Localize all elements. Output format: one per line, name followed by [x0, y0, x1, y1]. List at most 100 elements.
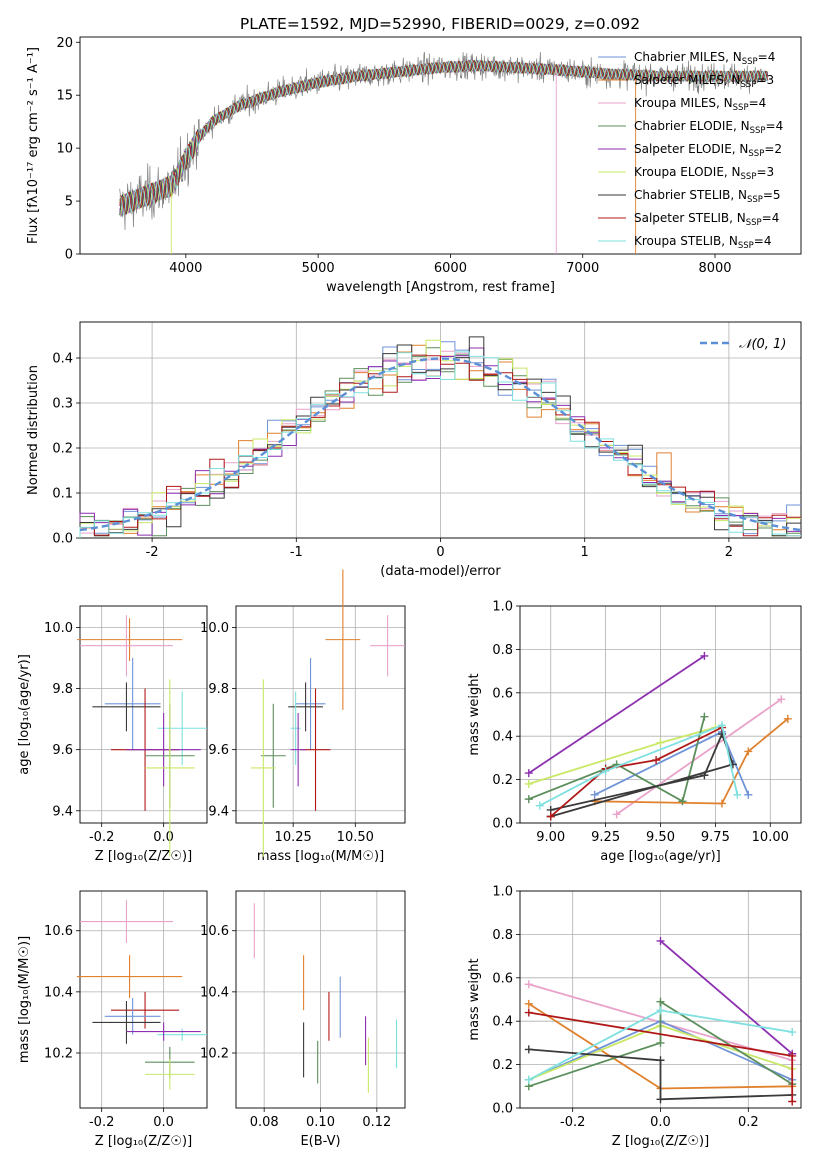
x-tick-label: 10.00	[752, 830, 789, 845]
y-tick-label: 10.2	[44, 1046, 73, 1061]
y-tick-label: 0.4	[492, 730, 513, 745]
legend-entry: Kroupa STELIB, NSSP=4	[634, 234, 772, 251]
y-tick-label: 9.8	[208, 682, 229, 697]
mass-weight-line	[528, 1048, 793, 1101]
x-tick-label: 0.08	[250, 1115, 279, 1130]
mass-weight-marker	[524, 1045, 533, 1054]
mass-weight-marker	[524, 1075, 533, 1084]
axes-frame	[519, 605, 802, 824]
x-tick-label: 7000	[566, 261, 599, 276]
legend-entry: Salpeter ELODIE, NSSP=2	[634, 142, 782, 159]
y-tick-label: 0.2	[52, 442, 73, 457]
y-tick-label: 10.0	[200, 621, 229, 636]
legend-entry: Chabrier STELIB, NSSP=5	[634, 188, 781, 205]
mass-weight-marker	[678, 797, 687, 806]
x-axis-label: Z [log₁₀(Z/Z☉)]	[95, 1134, 192, 1149]
x-tick-label: 0.0	[153, 830, 174, 845]
gaussian-curve	[79, 357, 802, 532]
x-tick-label: 9.25	[591, 830, 620, 845]
y-tick-label: 0.4	[52, 352, 73, 367]
age-vs-mass-panel: 10.25 10.50 9.4 9.6 9.8 10.0 mass [log₁₀(M/M☉)…	[200, 569, 406, 864]
mass-weight-marker	[524, 779, 533, 788]
x-tick-label: 9.75	[701, 830, 730, 845]
y-tick-label: 0.0	[52, 532, 73, 547]
model-spectrum-line	[119, 59, 769, 218]
y-tick-label: 9.6	[52, 743, 73, 758]
mass-weight-marker	[524, 980, 533, 989]
x-tick-label: 0.0	[650, 1115, 671, 1130]
x-axis-label: Z [log₁₀(Z/Z☉)]	[612, 1134, 709, 1149]
legend-entry: Kroupa ELODIE, NSSP=3	[634, 165, 774, 182]
x-tick-label: 0	[436, 545, 444, 560]
y-tick-label: 1.0	[492, 885, 513, 900]
mass-weight-line	[616, 698, 782, 816]
mass-weight-marker	[656, 1095, 665, 1104]
x-tick-label: 4000	[169, 261, 202, 276]
axes-frame	[235, 605, 406, 824]
y-tick-label: 0.6	[492, 686, 513, 701]
mass-weight-marker	[546, 812, 555, 821]
mass-weight-marker	[656, 1038, 665, 1047]
mass-weight-marker	[656, 936, 665, 945]
mass-weight-marker	[524, 999, 533, 1008]
mass-weight-marker	[524, 1008, 533, 1017]
y-tick-label: 9.4	[208, 804, 229, 819]
x-tick-label: -0.2	[89, 830, 114, 845]
y-tick-label: 9.4	[52, 804, 73, 819]
model-spectrum-line	[119, 59, 769, 217]
mass-weight-marker	[700, 712, 709, 721]
mass-weight-marker	[656, 738, 665, 747]
y-tick-label: 0.8	[492, 928, 513, 943]
y-axis-label: mass [log₁₀(M/M☉)]	[17, 936, 32, 1063]
x-tick-label: 0.0	[153, 1115, 174, 1130]
x-tick-label: 10.25	[275, 830, 312, 845]
mass-weight-line	[528, 1000, 793, 1088]
y-axis-label: mass weight	[467, 958, 482, 1040]
mass-weight-marker	[717, 721, 726, 730]
x-axis-label: Z [log₁₀(Z/Z☉)]	[95, 849, 192, 864]
legend-entry: Chabrier MILES, NSSP=4	[634, 50, 775, 67]
mass-weight-line	[528, 655, 705, 774]
mass-weight-marker	[733, 790, 742, 799]
y-tick-label: 15	[56, 89, 73, 104]
legend-entry: Salpeter MILES, NSSP=3	[634, 73, 774, 90]
x-tick-label: 0.10	[306, 1115, 335, 1130]
mass-weight-marker	[590, 790, 599, 799]
x-axis-label: age [log₁₀(age/yr)]	[600, 849, 721, 864]
mass-weight-marker	[524, 795, 533, 804]
mass-weight-line	[528, 716, 706, 803]
axes-frame	[79, 36, 802, 255]
figure-title: PLATE=1592, MJD=52990, FIBERID=0029, z=0…	[240, 15, 640, 33]
axes-frame	[519, 890, 802, 1109]
mass-weight-marker	[783, 714, 792, 723]
mass-weight-marker	[612, 810, 621, 819]
y-tick-label: 0.2	[492, 773, 513, 788]
x-tick-label: 2	[725, 545, 733, 560]
massweight-vs-metallicity-panel: -0.2 0.0 0.2 0.0 0.2 0.4 0.6 0.8 1.0 Z [log₁₀(Z/Z…	[467, 885, 802, 1149]
x-tick-label: -2	[146, 545, 159, 560]
axes-frame	[79, 890, 208, 1109]
y-axis-label: Flux [fλ10⁻¹⁷ erg cm⁻² s⁻¹ A⁻¹]	[26, 47, 41, 244]
spectrum-panel: 4000 5000 6000 7000 8000 0 5 10 15 20 wavelength […	[26, 36, 802, 295]
mass-weight-marker	[524, 769, 533, 778]
y-tick-label: 5	[65, 195, 73, 210]
y-tick-label: 0.8	[492, 643, 513, 658]
axes-frame	[235, 890, 406, 1109]
x-axis-label: mass [log₁₀(M/M☉)]	[257, 849, 384, 864]
x-tick-label: 8000	[698, 261, 731, 276]
mass-vs-ebv-panel: 0.08 0.10 0.12 10.2 10.4 10.6 E(B-V)	[200, 890, 406, 1149]
y-tick-label: 0.2	[492, 1058, 513, 1073]
y-tick-label: 0	[65, 248, 73, 263]
mass-weight-marker	[700, 771, 709, 780]
mass-weight-marker	[656, 1056, 665, 1065]
x-tick-label: 0.2	[738, 1115, 759, 1130]
x-axis-label: wavelength [Angstrom, rest frame]	[326, 280, 555, 295]
x-tick-label: 0.12	[362, 1115, 391, 1130]
axes-frame	[79, 605, 208, 824]
histogram-step-line	[79, 339, 801, 538]
mass-weight-marker	[717, 799, 726, 808]
x-tick-label: -0.2	[560, 1115, 585, 1130]
y-tick-label: 10.6	[44, 924, 73, 939]
mass-weight-marker	[788, 1097, 797, 1106]
